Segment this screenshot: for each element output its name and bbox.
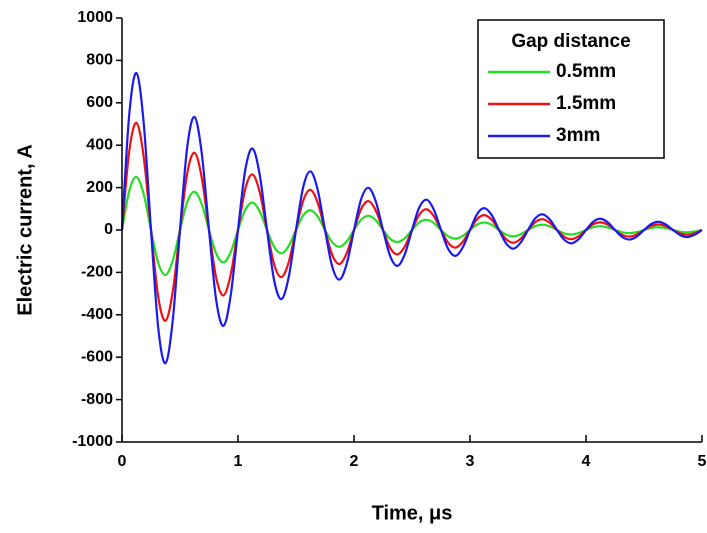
y-tick-label: -800 (81, 391, 113, 408)
y-tick-label: 400 (86, 136, 113, 153)
series-line (120, 72, 703, 365)
y-tick-label: 0 (104, 221, 113, 238)
x-tick-label: 3 (466, 453, 475, 470)
y-tick-label: 600 (86, 94, 113, 111)
y-axis-title: Electric current, A (14, 144, 36, 316)
x-axis-title: Time, μs (372, 502, 453, 524)
legend-label: 1.5mm (556, 93, 616, 114)
x-tick-label: 4 (582, 453, 591, 470)
y-tick-label: -1000 (72, 433, 113, 450)
y-tick-label: 1000 (77, 9, 113, 26)
x-tick-label: 0 (118, 453, 127, 470)
legend-label: 3mm (556, 125, 600, 146)
x-tick-label: 1 (234, 453, 243, 470)
y-tick-label: -200 (81, 264, 113, 281)
x-tick-label: 2 (350, 453, 359, 470)
y-tick-label: -400 (81, 306, 113, 323)
y-tick-label: -600 (81, 348, 113, 365)
y-tick-label: 800 (86, 52, 113, 69)
legend-label: 0.5mm (556, 61, 616, 82)
x-tick-label: 5 (698, 453, 707, 470)
legend-title: Gap distance (511, 31, 630, 52)
y-tick-label: 200 (86, 179, 113, 196)
